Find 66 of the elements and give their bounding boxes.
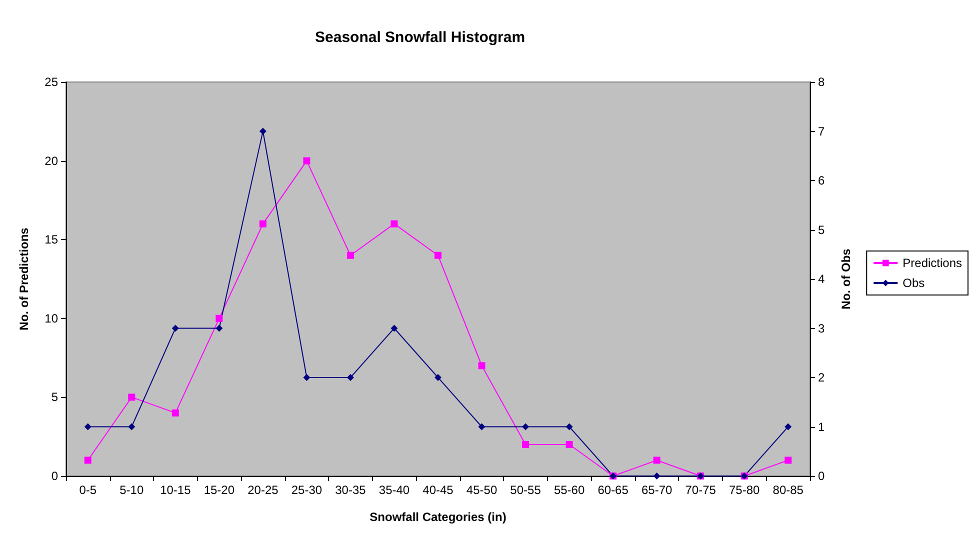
- point: [478, 362, 486, 370]
- point: [434, 252, 442, 259]
- x-tick-label: 70-75: [685, 483, 716, 497]
- point: [303, 374, 310, 381]
- point: [172, 324, 179, 332]
- point: [84, 423, 92, 430]
- point: [784, 423, 792, 430]
- point: [84, 456, 92, 464]
- point: [653, 472, 660, 480]
- point: [653, 456, 660, 464]
- x-tick-label: 50-55: [510, 483, 542, 497]
- y-tick-label: 15: [44, 232, 58, 247]
- point: [522, 440, 530, 448]
- x-tick-label: 5-10: [120, 483, 144, 497]
- y2-tick-label: 3: [818, 321, 825, 336]
- y-tick-label: 25: [44, 75, 58, 89]
- y-tick-label: 10: [44, 311, 58, 326]
- x-tick-label: 65-70: [641, 483, 672, 497]
- y-tick-label: 0: [51, 469, 58, 483]
- y-tick-label: 5: [51, 390, 58, 404]
- x-tick-label: 30-35: [335, 483, 366, 497]
- y2-tick-label: 4: [818, 272, 825, 286]
- point: [128, 394, 136, 401]
- y2-tick-label: 5: [818, 222, 825, 237]
- y2-axis-title: No. of Obs: [839, 248, 853, 310]
- point: [259, 220, 266, 228]
- point: [216, 324, 223, 332]
- point: [434, 374, 442, 381]
- x-tick-label: 45-50: [466, 483, 498, 497]
- point: [390, 324, 398, 332]
- x-axis-title: Snowfall Categories (in): [370, 510, 506, 524]
- chart-title: Seasonal Snowfall Histogram: [315, 29, 526, 46]
- point: [784, 456, 792, 464]
- point: [216, 314, 223, 322]
- point: [259, 128, 266, 135]
- x-tick-label: 0-5: [79, 483, 97, 497]
- x-tick-label: 55-60: [554, 483, 585, 497]
- y-tick-label: 20: [44, 154, 58, 168]
- x-tick-label: 25-30: [291, 483, 322, 497]
- y2-tick-label: 1: [818, 420, 825, 434]
- point: [346, 252, 354, 259]
- point: [128, 423, 136, 430]
- y2-tick-label: 2: [818, 370, 825, 384]
- point: [303, 157, 310, 164]
- x-tick-label: 35-40: [378, 483, 410, 497]
- y2-tick-label: 6: [818, 174, 825, 188]
- x-tick-label: 75-80: [729, 483, 760, 497]
- legend-label: Obs: [902, 276, 925, 290]
- point: [390, 220, 398, 228]
- legend-label: Predictions: [902, 256, 962, 270]
- point: [172, 409, 179, 416]
- x-tick-label: 15-20: [204, 483, 235, 497]
- x-tick-label: 40-45: [422, 483, 454, 497]
- y2-tick-label: 0: [818, 469, 825, 483]
- x-tick-label: 10-15: [160, 483, 192, 497]
- y2-tick-label: 8: [818, 75, 825, 89]
- point: [522, 423, 530, 430]
- y2-tick-label: 7: [818, 124, 825, 138]
- y-axis-title: No. of Predictions: [17, 227, 31, 330]
- point: [346, 374, 354, 381]
- x-tick-label: 80-85: [772, 483, 804, 497]
- point: [478, 423, 486, 430]
- point: [566, 423, 573, 430]
- point: [566, 440, 573, 448]
- x-tick-label: 60-65: [598, 483, 629, 497]
- x-tick-label: 20-25: [248, 483, 279, 497]
